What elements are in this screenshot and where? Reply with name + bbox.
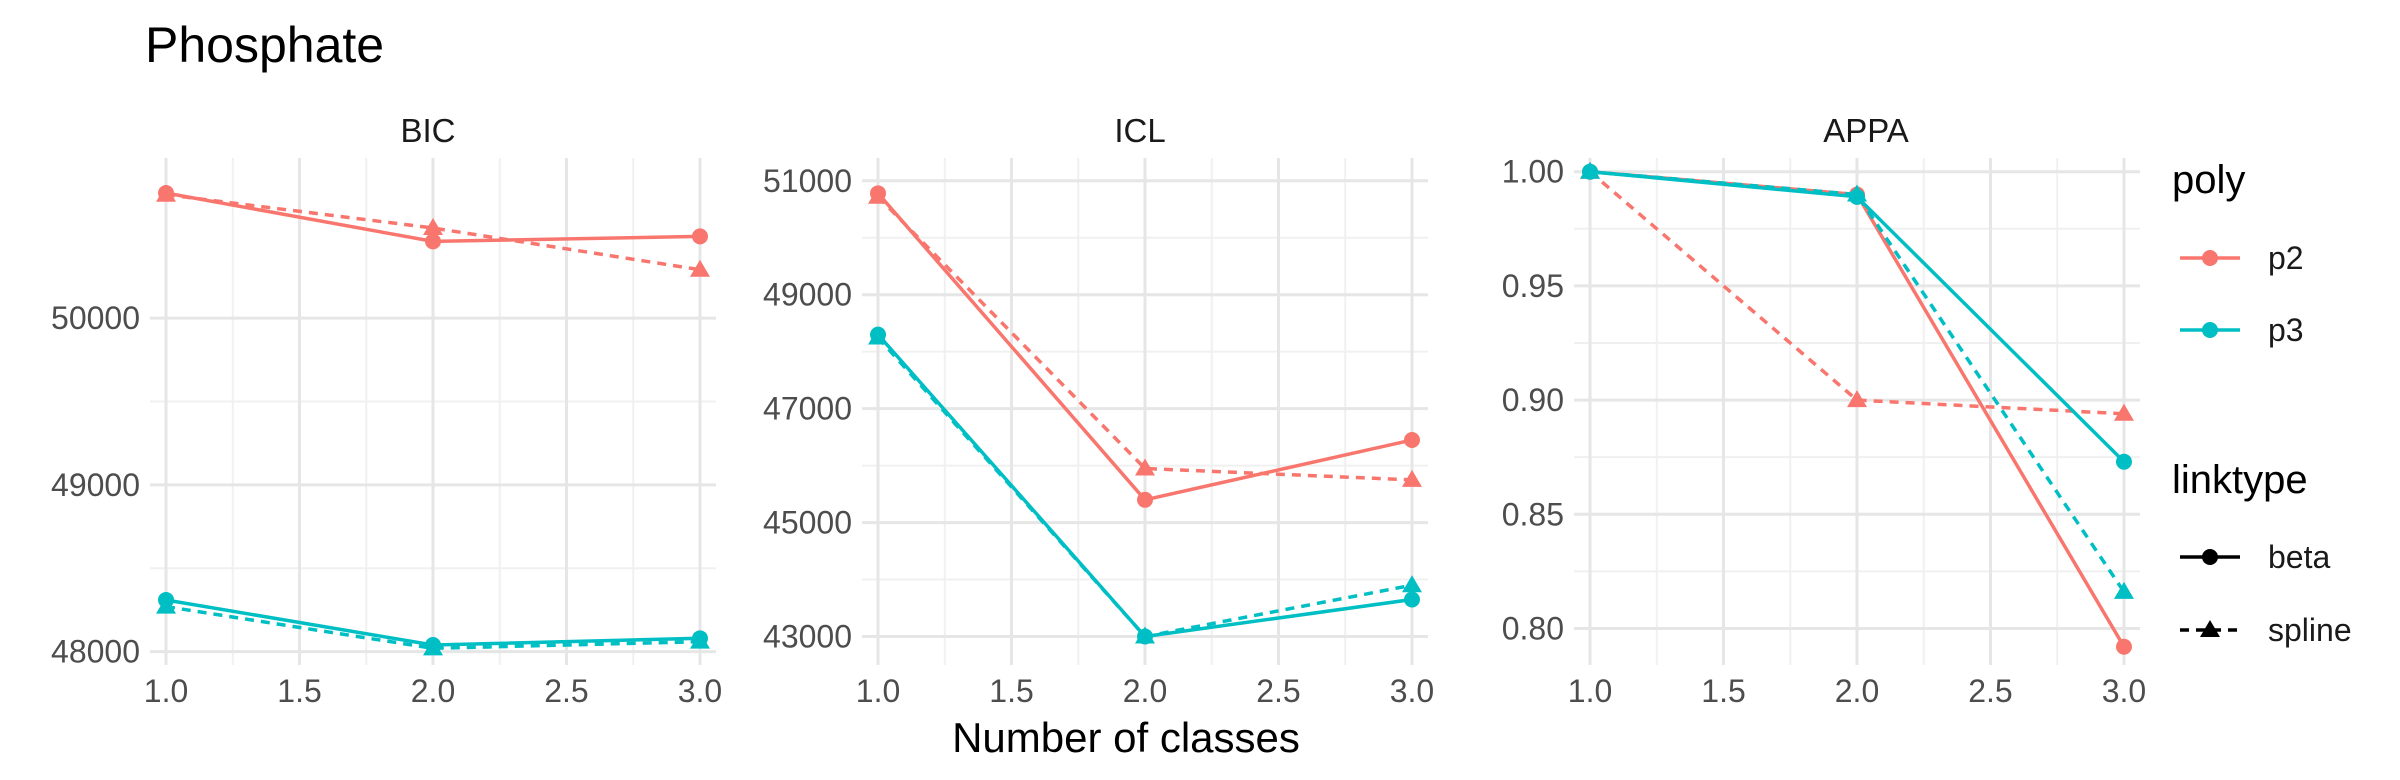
legend-key-beta-point: [2202, 549, 2218, 565]
legend-label-p2: p2: [2268, 240, 2304, 276]
panel-icl: 43000 45000 47000 49000 51000 1.0 1.5 2.0 2.5 3.0: [763, 158, 1434, 709]
y-tick-label: 1.00: [1502, 154, 1564, 190]
series-line-p3-spline: [165, 604, 701, 651]
panels: 48000 49000 50000 1.0 1.5 2.0 2.5 3.0 43000 45000…: [51, 154, 2146, 709]
strip-label-bic: BIC: [400, 112, 455, 149]
legend-title-poly: poly: [2172, 158, 2245, 202]
data-point-p2-spline: [689, 259, 710, 277]
chart-title: Phosphate: [145, 17, 384, 73]
data-point-p3-spline: [156, 596, 177, 614]
data-point-p3-spline: [689, 631, 710, 649]
x-tick-label: 1.0: [1568, 673, 1612, 709]
strip-label-appa: APPA: [1823, 112, 1909, 149]
y-tick-label: 50000: [51, 300, 140, 336]
legend-key-p2-point: [2202, 250, 2218, 266]
x-tick-label: 1.5: [989, 673, 1033, 709]
x-tick-label: 2.0: [1123, 673, 1167, 709]
x-tick-label: 2.0: [411, 673, 455, 709]
y-tick-label: 45000: [763, 505, 852, 541]
x-tick-label: 2.5: [1968, 673, 2012, 709]
x-tick-label: 3.0: [678, 673, 722, 709]
panel-bic: 48000 49000 50000 1.0 1.5 2.0 2.5 3.0: [51, 158, 722, 709]
y-tick-label: 0.80: [1502, 610, 1564, 646]
x-tick-label: 2.5: [1256, 673, 1300, 709]
data-point-p2-beta: [1137, 491, 1153, 508]
data-point-p3-spline: [868, 327, 889, 345]
data-point-p2-spline: [1847, 390, 1867, 408]
data-point-p2-beta: [691, 228, 708, 245]
data-point-p3-spline: [1135, 626, 1155, 644]
x-tick-label: 2.5: [544, 673, 588, 709]
data-point-p2-beta: [1403, 431, 1420, 448]
y-tick-label: 0.90: [1502, 382, 1564, 418]
data-point-p2-spline: [868, 186, 889, 204]
y-tick-label: 49000: [51, 467, 140, 503]
data-point-p2-beta: [2115, 638, 2132, 655]
legend-key-spline-point: [2200, 620, 2220, 637]
data-point-p2-spline: [156, 184, 177, 202]
legend: poly p2 p3 linktype beta spline: [2172, 158, 2352, 648]
data-point-p2-beta: [425, 233, 441, 250]
data-point-p3-beta: [2115, 453, 2132, 470]
x-tick-label: 1.5: [277, 673, 321, 709]
y-tick-label: 48000: [51, 634, 140, 670]
y-tick-label: 51000: [763, 163, 852, 199]
y-tick-label: 0.85: [1502, 496, 1564, 532]
legend-label-spline: spline: [2268, 612, 2352, 648]
y-tick-label: 49000: [763, 277, 852, 313]
data-point-p2-spline: [2113, 403, 2134, 421]
data-point-p3-spline: [2113, 581, 2134, 599]
legend-label-beta: beta: [2268, 539, 2330, 575]
strip-label-icl: ICL: [1114, 112, 1165, 149]
data-point-p2-spline: [423, 218, 443, 236]
x-tick-label: 1.0: [144, 673, 188, 709]
legend-label-p3: p3: [2268, 312, 2304, 348]
data-point-p3-spline: [1401, 575, 1422, 593]
y-tick-label: 43000: [763, 619, 852, 655]
legend-title-linktype: linktype: [2172, 458, 2308, 502]
y-tick-label: 0.95: [1502, 268, 1564, 304]
x-axis-label: Number of classes: [952, 714, 1300, 761]
data-point-p2-spline: [1401, 469, 1422, 487]
data-point-p3-spline: [1580, 161, 1601, 179]
x-tick-label: 3.0: [1390, 673, 1434, 709]
x-tick-label: 2.0: [1835, 673, 1879, 709]
legend-key-p3-point: [2202, 322, 2218, 338]
y-tick-label: 47000: [763, 391, 852, 427]
data-point-p2-spline: [1135, 458, 1155, 476]
data-point-p3-spline: [423, 638, 443, 656]
panel-appa: 0.80 0.85 0.90 0.95 1.00 1.0 1.5 2.0 2.5 3.0: [1502, 154, 2147, 709]
x-tick-label: 3.0: [2102, 673, 2146, 709]
series-line-p2-spline: [1588, 170, 2125, 416]
series-line-p2-spline: [165, 192, 701, 272]
x-tick-label: 1.5: [1701, 673, 1745, 709]
x-tick-label: 1.0: [856, 673, 900, 709]
data-point-p3-beta: [1403, 591, 1420, 608]
data-point-p3-spline: [1847, 184, 1867, 202]
